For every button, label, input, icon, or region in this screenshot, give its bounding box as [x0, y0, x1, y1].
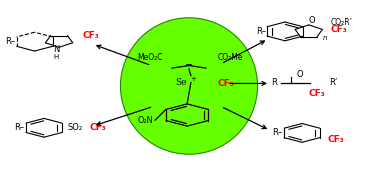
Text: SO₂: SO₂ — [68, 123, 83, 132]
Text: R: R — [271, 78, 277, 87]
Text: O: O — [308, 16, 315, 25]
Text: CF₃: CF₃ — [217, 79, 234, 88]
Text: +: + — [190, 76, 196, 82]
Text: n: n — [322, 35, 327, 41]
Text: CF₃: CF₃ — [83, 31, 99, 40]
Text: R’: R’ — [329, 78, 338, 87]
Text: R–: R– — [14, 123, 24, 132]
Text: CF₃: CF₃ — [309, 89, 325, 98]
Text: H: H — [54, 54, 59, 60]
Text: CO₂R’: CO₂R’ — [331, 18, 353, 26]
Text: CO₂Me: CO₂Me — [217, 53, 243, 62]
Text: R–: R– — [5, 37, 15, 46]
Text: Se: Se — [176, 78, 187, 87]
Ellipse shape — [121, 18, 257, 154]
Text: N: N — [53, 45, 60, 54]
Text: O: O — [296, 69, 303, 79]
Text: CF₃: CF₃ — [331, 25, 348, 34]
Text: R–: R– — [256, 27, 266, 36]
Text: MeO₂C: MeO₂C — [137, 53, 163, 62]
Text: CF₃: CF₃ — [328, 135, 344, 144]
Text: CF₃: CF₃ — [89, 123, 106, 132]
Text: R–: R– — [273, 128, 283, 137]
Text: O₂N: O₂N — [138, 116, 153, 126]
